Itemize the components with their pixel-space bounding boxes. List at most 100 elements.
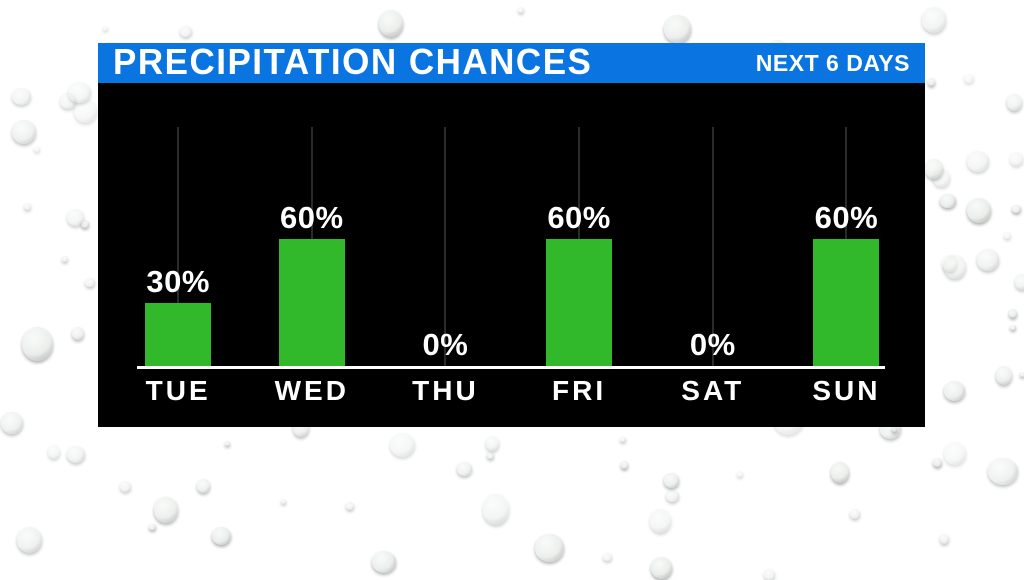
rain-droplet [932,458,942,468]
rain-droplet [84,277,95,287]
rain-droplet [940,534,949,544]
bar-value-label: 30% [146,264,210,299]
rain-droplet [120,481,132,493]
chart-column: 0% THU [379,83,513,427]
day-label: FRI [552,375,607,406]
rain-droplet [487,451,495,459]
rain-droplet [457,461,473,476]
rain-droplet [1014,273,1024,291]
rain-droplet [988,458,1018,486]
precip-bar [813,239,880,366]
chart-column: 60% FRI [512,83,646,427]
rain-droplet [620,436,626,442]
bar-value-label: 0% [422,327,469,362]
rain-droplet [11,120,36,145]
chart-column: 0% SAT [646,83,780,427]
rain-droplet [1010,152,1023,166]
rain-droplet [34,146,41,153]
rain-droplet [534,534,565,562]
x-axis-baseline [137,366,885,369]
rain-droplet [1019,372,1024,378]
rain-droplet [517,6,524,14]
rain-droplet [891,427,897,432]
rain-droplet [1003,232,1011,239]
rain-droplet [649,509,672,534]
day-label: THU [412,375,479,406]
rain-droplet [663,15,691,43]
vertical-gridline [177,127,180,366]
rain-droplet [12,87,31,105]
rain-droplet [976,248,1000,271]
rain-droplet [665,490,679,503]
rain-droplet [102,25,108,31]
rain-droplet [73,98,97,123]
rain-droplet [602,552,612,562]
rain-droplet [763,568,775,580]
rain-droplet [67,81,91,103]
day-label: SAT [681,375,745,406]
rain-droplet [921,7,947,33]
precip-bar [546,239,613,366]
rain-droplet [737,471,743,477]
rain-droplet [925,158,944,179]
rain-droplet [197,478,211,493]
rain-droplet [62,256,69,262]
rain-droplet [964,73,974,84]
rain-droplet [966,198,991,224]
rain-droplet [664,473,679,488]
rain-droplet [24,202,31,211]
chart-column: 30% TUE [111,83,245,427]
precip-bar [278,239,345,366]
vertical-gridline [444,127,447,366]
rain-droplet [211,526,231,545]
rain-droplet [849,509,861,520]
rain-droplet [944,381,966,401]
rain-droplet [943,254,966,280]
bar-value-label: 0% [689,327,736,362]
rain-droplet [486,436,500,452]
bar-value-label: 60% [280,200,344,235]
rain-droplet [933,168,950,187]
day-label: WED [274,375,349,406]
rain-droplet [66,445,86,463]
vertical-gridline [711,127,714,366]
rain-droplet [941,255,957,272]
bar-value-label: 60% [814,200,879,235]
rain-droplet [180,26,193,38]
rain-droplet [940,193,956,208]
rain-droplet [17,527,43,554]
rain-droplet [71,327,85,341]
rain-droplet [371,551,396,574]
rain-droplet [378,9,404,37]
rain-droplet [346,502,354,510]
rain-droplet [22,327,53,361]
chart-column: 60% SUN [780,83,914,427]
rain-droplet [1,412,24,434]
bar-value-label: 60% [547,200,611,235]
rain-droplet [831,462,850,484]
rain-droplet [389,432,416,457]
rain-droplet [1010,324,1016,330]
rain-droplet [154,496,178,524]
rain-droplet [1006,94,1023,111]
rain-droplet [996,366,1013,385]
chart-header-bar: PRECIPITATION CHANCES NEXT 6 DAYS [98,43,925,83]
rain-droplet [67,208,85,227]
rain-droplet [967,151,990,172]
rain-droplet [620,460,629,469]
rain-droplet [651,557,672,579]
chart-title: PRECIPITATION CHANCES [113,42,593,83]
rain-droplet [60,93,76,110]
chart-column: 60% WED [245,83,379,427]
rain-droplet [225,441,231,447]
rain-droplet [1008,309,1017,318]
chart-subtitle: NEXT 6 DAYS [755,49,910,76]
rain-droplet [149,523,157,531]
rain-droplet [1012,204,1021,213]
rain-droplet [47,445,61,460]
rain-droplet [81,219,90,229]
precipitation-chart-panel: PRECIPITATION CHANCES NEXT 6 DAYS 30% TUE… [98,43,925,427]
rain-droplet [928,77,936,86]
day-label: TUE [145,375,211,406]
precip-bar [145,303,212,366]
